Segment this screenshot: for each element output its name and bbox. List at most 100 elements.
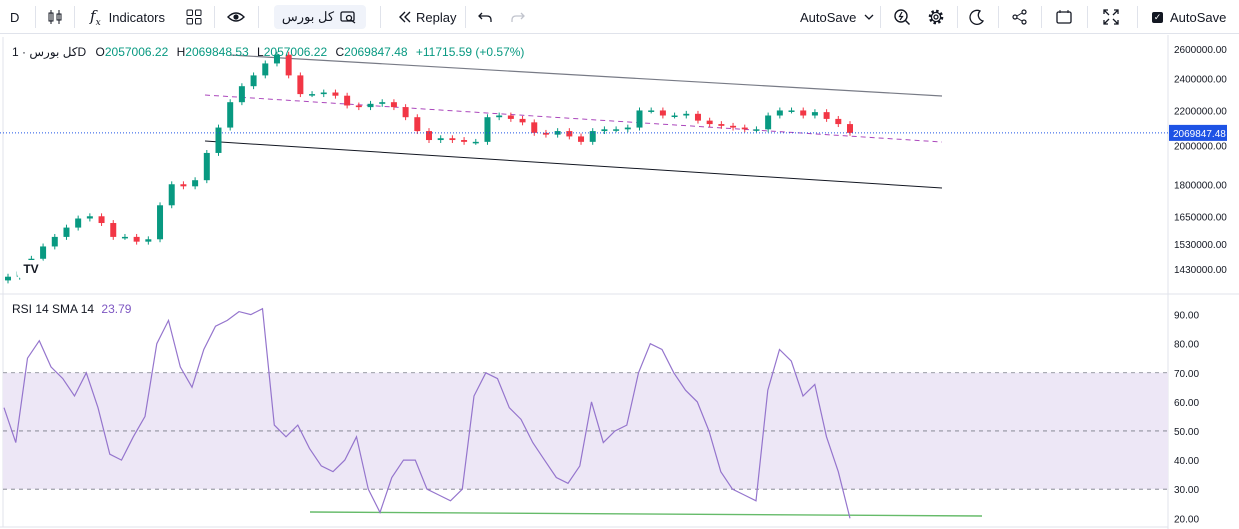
- share-icon: [1012, 9, 1027, 25]
- fx-icon: fx: [90, 6, 101, 28]
- undo-icon: [478, 12, 492, 22]
- interval-button[interactable]: D: [10, 0, 19, 34]
- eye-icon: [227, 12, 245, 22]
- candle-body: [51, 236, 58, 247]
- rsi-line[interactable]: [3, 307, 851, 519]
- rsi-legend-name[interactable]: RSI 14 SMA 14: [12, 302, 95, 316]
- grid-icon: [186, 9, 202, 25]
- candle-body: [613, 129, 620, 131]
- candle-body: [554, 131, 561, 135]
- toolbar-divider: [380, 6, 381, 28]
- candle-body: [741, 127, 748, 130]
- layouts-button[interactable]: [186, 0, 202, 34]
- candle-body: [788, 110, 795, 112]
- channel-median-line[interactable]: [204, 94, 943, 143]
- current-price-badge[interactable]: [1169, 124, 1227, 141]
- rsi-tick-label: 60.00: [1174, 398, 1199, 409]
- redo-button[interactable]: [510, 0, 526, 34]
- price-tick-label: 2600000.00: [1174, 45, 1227, 56]
- candle-body: [694, 113, 701, 121]
- search-icon: [340, 11, 356, 24]
- theme-button[interactable]: [969, 0, 985, 34]
- legend-open-key: O: [95, 45, 105, 59]
- toolbar-divider: [74, 6, 75, 28]
- channel-lower-line[interactable]: [204, 140, 943, 189]
- symbol-search-button[interactable]: کل بورس: [274, 5, 366, 29]
- candle-body: [589, 131, 596, 142]
- checkbox-checked-icon: ✓: [1152, 11, 1163, 23]
- replay-label: Replay: [416, 9, 457, 25]
- candle-body: [110, 223, 117, 237]
- legend-symbol[interactable]: کل بورس: [29, 45, 78, 59]
- candle-body: [402, 107, 409, 118]
- share-button[interactable]: [1012, 0, 1028, 34]
- candle-body: [414, 117, 421, 132]
- channel-upper-line[interactable]: [229, 54, 943, 97]
- candle-body: [507, 115, 514, 119]
- candle-body: [800, 110, 807, 116]
- candle-body: [823, 112, 830, 119]
- legend-change: +11715.59 (+0.57%): [415, 45, 525, 59]
- price-tick-label: 1650000.00: [1174, 212, 1227, 223]
- toolbar-divider: [1137, 6, 1138, 28]
- toolbar-divider: [880, 6, 881, 28]
- candle-body: [98, 216, 105, 224]
- quick-search-button[interactable]: [893, 0, 911, 34]
- candle-body: [367, 103, 374, 108]
- chart-type-button[interactable]: [46, 0, 64, 34]
- fullscreen-button[interactable]: [1102, 0, 1120, 34]
- candle-body: [63, 227, 70, 237]
- candle-body: [659, 110, 666, 116]
- legend-close: 2069847.48: [344, 45, 408, 59]
- price-axis[interactable]: 2600000.00 2400000.00 2200000.00 2000000.00…: [0, 45, 1227, 276]
- rsi-pane: [3, 307, 1168, 519]
- visibility-button[interactable]: [227, 0, 245, 34]
- price-tick-label: 1530000.00: [1174, 240, 1227, 251]
- candle-body: [238, 86, 245, 103]
- candle-body: [192, 180, 199, 187]
- rsi-tick-label: 90.00: [1174, 311, 1199, 322]
- toolbar-divider: [258, 6, 259, 28]
- candle-body: [683, 113, 690, 116]
- autosave-dropdown-label: AutoSave: [800, 9, 857, 25]
- candle-body: [145, 239, 152, 242]
- rsi-tick-label: 30.00: [1174, 485, 1199, 496]
- symbol-search-label: کل بورس: [281, 9, 335, 24]
- snapshot-icon: [1056, 10, 1072, 24]
- top-toolbar: D fx Indicators کل بورس Replay: [0, 0, 1239, 34]
- candle-body: [648, 110, 655, 112]
- interval-label: D: [10, 9, 20, 25]
- candle-body: [180, 184, 187, 187]
- candle-body: [671, 115, 678, 118]
- toolbar-divider: [214, 6, 215, 28]
- candle-body: [811, 112, 818, 116]
- legend-close-key: C: [335, 45, 345, 59]
- rsi-axis[interactable]: 90.00 80.00 70.00 60.00 50.00 40.00 30.00 20.00: [1174, 311, 1199, 526]
- price-tick-label: 2400000.00: [1174, 74, 1227, 85]
- candle-body: [484, 117, 491, 142]
- tradingview-logo-icon[interactable]: TV: [17, 260, 45, 278]
- candle-body: [776, 110, 783, 116]
- price-tick-label: 2200000.00: [1174, 106, 1227, 117]
- replay-button[interactable]: Replay: [398, 0, 456, 34]
- rsi-support-line[interactable]: [309, 511, 983, 517]
- candle-body: [332, 92, 339, 96]
- candle-body: [5, 276, 11, 281]
- rsi-tick-label: 20.00: [1174, 514, 1199, 525]
- autosave-toggle[interactable]: ✓ AutoSave: [1152, 0, 1226, 34]
- indicators-button[interactable]: fx Indicators: [90, 0, 165, 34]
- undo-button[interactable]: [477, 0, 493, 34]
- gear-icon: [928, 9, 944, 25]
- chart-canvas[interactable]: 2600000.00 2400000.00 2200000.00 2000000.00…: [0, 35, 1239, 529]
- candle-body: [426, 131, 432, 141]
- trend-channel[interactable]: [204, 54, 983, 517]
- snapshot-button[interactable]: [1055, 0, 1073, 34]
- toolbar-divider: [1087, 6, 1088, 28]
- settings-button[interactable]: [927, 0, 945, 34]
- candle-body: [133, 236, 140, 242]
- candle-body: [203, 152, 210, 181]
- candle-body: [437, 138, 444, 141]
- candle-body: [636, 110, 643, 128]
- rsi-tick-label: 80.00: [1174, 340, 1199, 351]
- autosave-dropdown[interactable]: AutoSave: [800, 0, 874, 34]
